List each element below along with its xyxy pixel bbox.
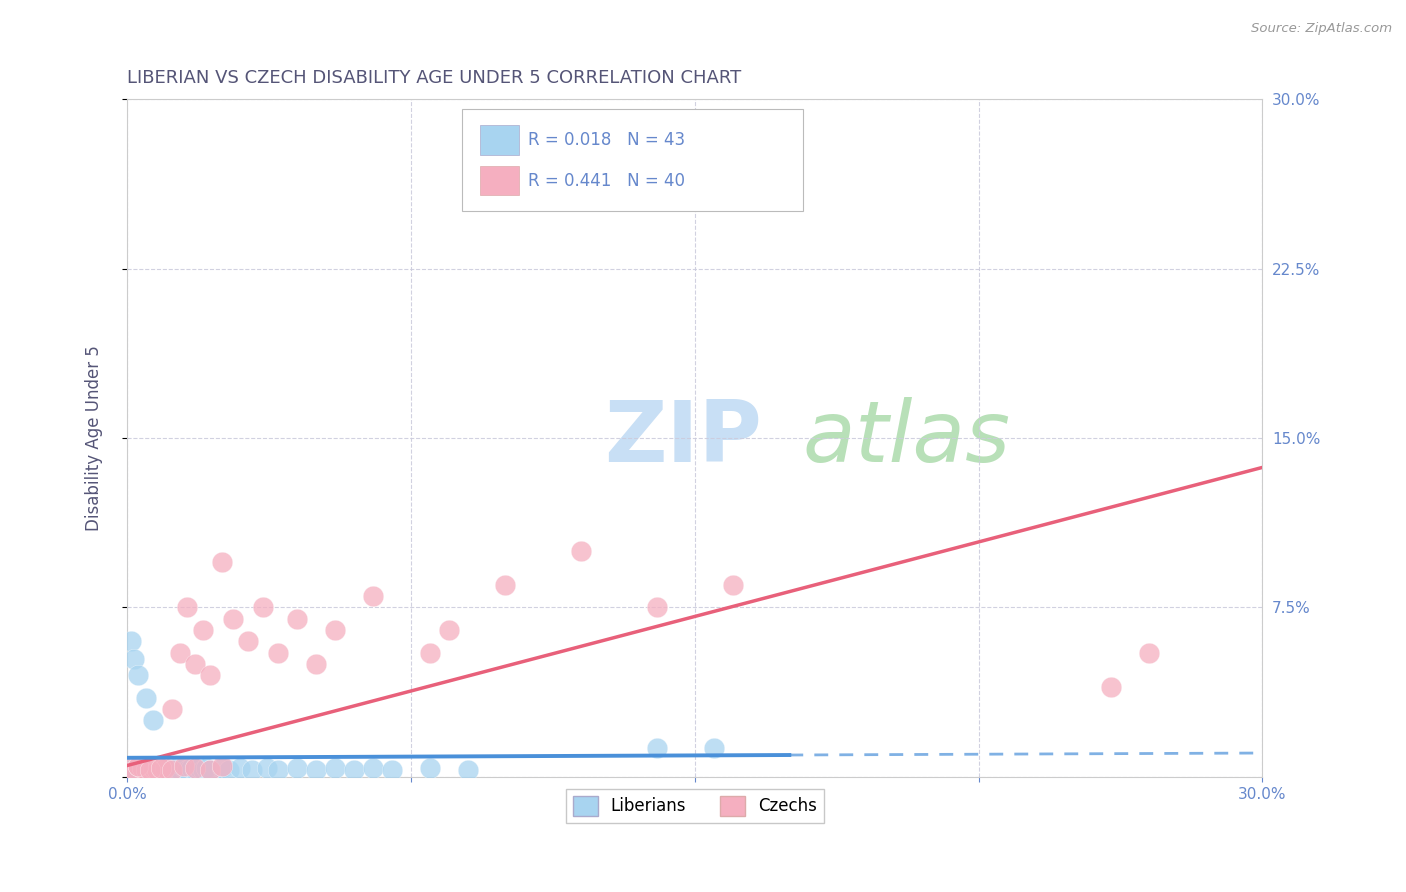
Point xyxy=(176,763,198,777)
Point xyxy=(187,761,209,775)
Point xyxy=(305,763,328,777)
Point xyxy=(149,761,172,775)
Point xyxy=(142,761,165,775)
Point xyxy=(191,623,214,637)
Point xyxy=(195,761,218,775)
Point xyxy=(124,761,146,775)
Point xyxy=(494,578,516,592)
Point xyxy=(124,763,146,777)
Point xyxy=(222,612,245,626)
Point xyxy=(142,714,165,728)
Text: LIBERIAN VS CZECH DISABILITY AGE UNDER 5 CORRELATION CHART: LIBERIAN VS CZECH DISABILITY AGE UNDER 5… xyxy=(127,69,741,87)
Point xyxy=(124,652,146,666)
Point xyxy=(173,758,195,772)
Point xyxy=(256,761,278,775)
Point xyxy=(645,740,668,755)
Point xyxy=(157,761,180,775)
Point xyxy=(135,758,157,772)
Point xyxy=(457,763,479,777)
Point xyxy=(135,763,157,777)
Point xyxy=(184,657,207,671)
Point xyxy=(127,668,149,682)
FancyBboxPatch shape xyxy=(479,166,519,195)
Point xyxy=(236,634,259,648)
Point xyxy=(149,758,172,772)
Point xyxy=(703,740,725,755)
Point xyxy=(645,600,668,615)
Point xyxy=(120,763,142,777)
Point xyxy=(211,761,233,775)
Point xyxy=(721,578,744,592)
Point xyxy=(211,555,233,569)
Point xyxy=(252,600,274,615)
Text: R = 0.441   N = 40: R = 0.441 N = 40 xyxy=(527,171,685,189)
Point xyxy=(198,668,221,682)
Point xyxy=(240,763,263,777)
Y-axis label: Disability Age Under 5: Disability Age Under 5 xyxy=(86,345,103,531)
Point xyxy=(173,761,195,775)
FancyBboxPatch shape xyxy=(463,110,803,211)
Point xyxy=(267,646,290,660)
Point xyxy=(343,763,366,777)
Point xyxy=(169,646,191,660)
Point xyxy=(437,623,460,637)
Point xyxy=(323,761,346,775)
Point xyxy=(285,761,308,775)
Point xyxy=(176,600,198,615)
Point xyxy=(1137,646,1160,660)
FancyBboxPatch shape xyxy=(479,125,519,154)
Point xyxy=(146,761,169,775)
Point xyxy=(120,761,142,775)
Point xyxy=(1099,680,1122,694)
Point xyxy=(138,763,160,777)
Point xyxy=(127,758,149,772)
Point xyxy=(153,758,176,772)
Point xyxy=(127,763,149,777)
Point xyxy=(184,761,207,775)
Point xyxy=(229,761,252,775)
Point xyxy=(198,763,221,777)
Point xyxy=(419,646,441,660)
Point xyxy=(323,623,346,637)
Point xyxy=(138,761,160,775)
Point xyxy=(198,763,221,777)
Point xyxy=(120,634,142,648)
Point xyxy=(149,763,172,777)
Point xyxy=(211,758,233,772)
Point xyxy=(361,589,384,603)
Point xyxy=(218,763,240,777)
Point xyxy=(162,763,184,777)
Point xyxy=(267,763,290,777)
Point xyxy=(165,761,187,775)
Text: atlas: atlas xyxy=(803,397,1011,480)
Legend: Liberians, Czechs: Liberians, Czechs xyxy=(565,789,824,822)
Point xyxy=(131,761,153,775)
Point xyxy=(131,761,153,775)
Point xyxy=(419,761,441,775)
Point xyxy=(146,763,169,777)
Point xyxy=(169,763,191,777)
Point xyxy=(127,758,149,772)
Point xyxy=(135,690,157,705)
Text: Source: ZipAtlas.com: Source: ZipAtlas.com xyxy=(1251,22,1392,36)
Text: R = 0.018   N = 43: R = 0.018 N = 43 xyxy=(527,131,685,149)
Point xyxy=(180,761,202,775)
Point xyxy=(285,612,308,626)
Point xyxy=(162,763,184,777)
Point xyxy=(162,702,184,716)
Text: ZIP: ZIP xyxy=(603,397,762,480)
Point xyxy=(361,761,384,775)
Point xyxy=(184,763,207,777)
Point xyxy=(191,763,214,777)
Point xyxy=(569,544,592,558)
Point xyxy=(153,761,176,775)
Point xyxy=(142,763,165,777)
Point xyxy=(305,657,328,671)
Point xyxy=(381,763,404,777)
